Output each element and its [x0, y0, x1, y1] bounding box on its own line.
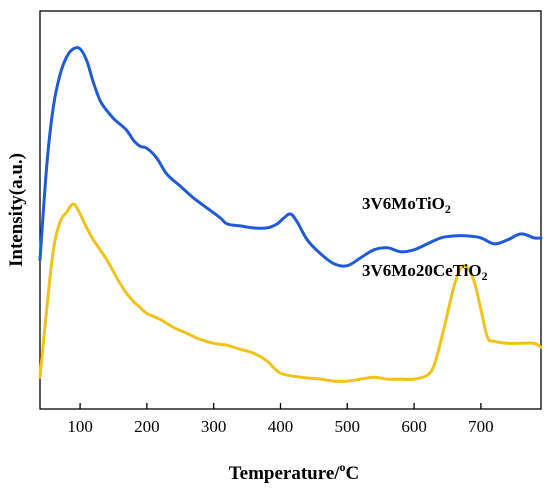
x-axis-title: Temperature/oC	[229, 460, 360, 484]
x-tick-label: 600	[401, 417, 427, 436]
x-tick-label: 300	[201, 417, 227, 436]
x-tick-label: 100	[67, 417, 93, 436]
x-tick-label: 200	[134, 417, 160, 436]
series-line-3v6mo20cetio2	[38, 202, 543, 383]
plot-frame	[39, 10, 542, 410]
series-label-3v6motio2: 3V6MoTiO2	[362, 194, 451, 216]
x-tick-label: 500	[335, 417, 361, 436]
y-axis-title: Intensity(a.u.)	[6, 153, 27, 267]
series-layer	[38, 46, 543, 383]
series-line-3v6motio2	[38, 46, 543, 268]
x-tick-label: 400	[268, 417, 294, 436]
series-label-3v6mo20cetio2: 3V6Mo20CeTiO2	[362, 261, 488, 283]
x-axis-ticks: 100 200 300 400 500 600 700	[67, 403, 494, 436]
x-tick-label: 700	[468, 417, 494, 436]
